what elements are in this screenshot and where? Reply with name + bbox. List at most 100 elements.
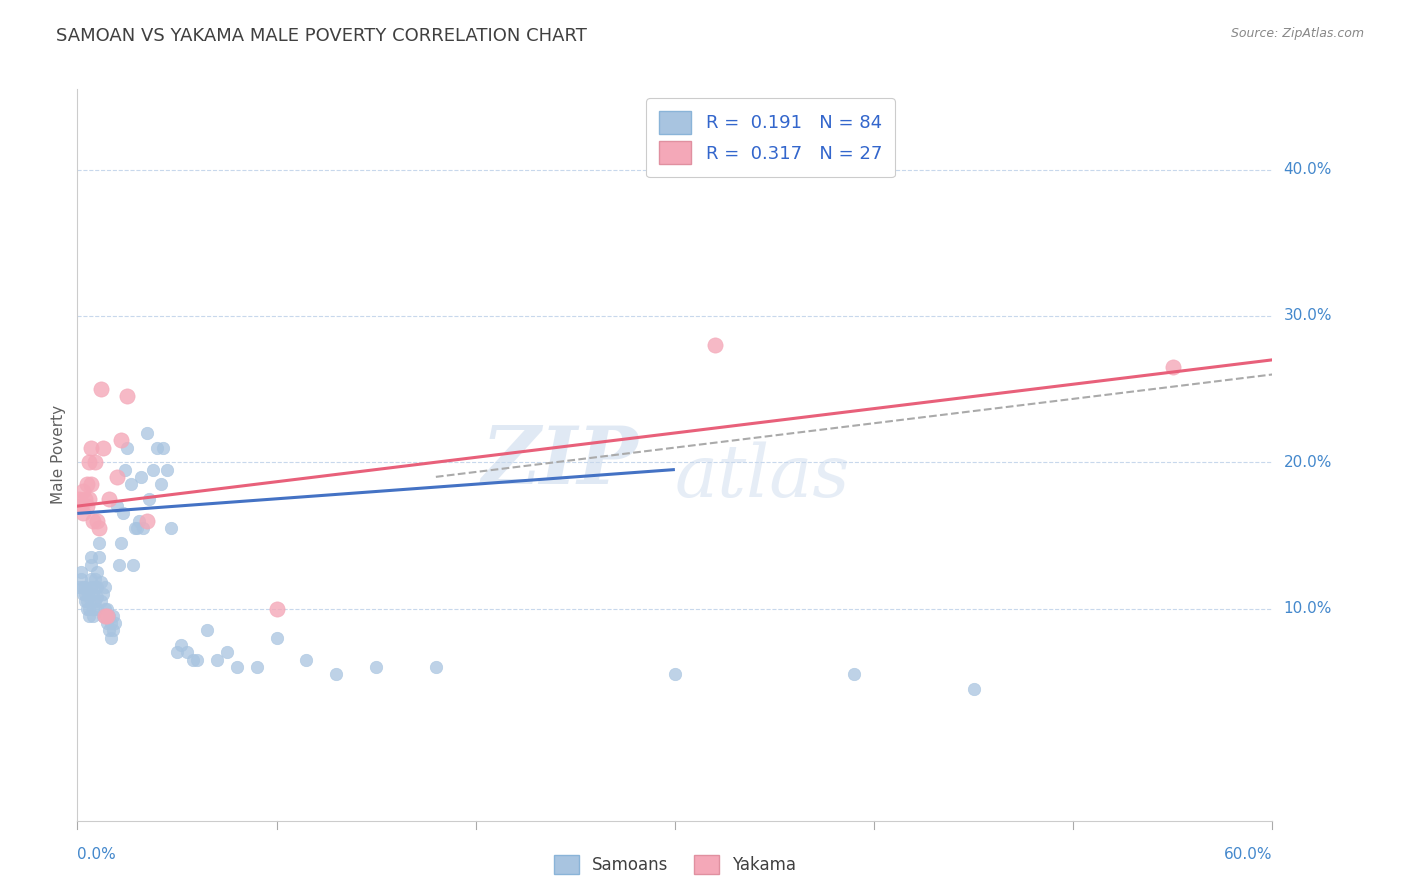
Point (91, 587, 114, 601)
Point (89, 550, 111, 565)
Point (225, 660, 247, 674)
Point (80, 550, 103, 565)
Point (132, 521, 155, 535)
Text: 60.0%: 60.0% (1225, 847, 1272, 862)
Point (79, 455, 101, 469)
Point (72, 507, 94, 521)
Point (84, 455, 107, 469)
Point (75, 580, 97, 594)
Point (195, 624, 218, 638)
Point (366, 660, 388, 674)
Point (120, 477, 142, 491)
Point (138, 491, 160, 506)
Point (76, 594, 98, 608)
Text: SAMOAN VS YAKAMA MALE POVERTY CORRELATION CHART: SAMOAN VS YAKAMA MALE POVERTY CORRELATIO… (56, 27, 588, 45)
Text: atlas: atlas (675, 442, 851, 512)
Point (128, 514, 150, 528)
Point (94, 580, 117, 594)
Point (75, 491, 97, 506)
Point (114, 462, 136, 476)
Point (96, 616, 118, 631)
Point (844, 667, 866, 681)
Point (84, 580, 107, 594)
Point (108, 558, 131, 572)
Legend: Samoans, Yakama: Samoans, Yakama (554, 855, 796, 874)
Point (100, 616, 122, 631)
Point (89, 535, 111, 549)
Point (86, 565, 108, 579)
Point (160, 521, 183, 535)
Point (166, 645, 188, 659)
Point (703, 338, 725, 352)
Point (124, 521, 146, 535)
Point (79, 601, 101, 615)
Point (91, 608, 114, 623)
Point (156, 462, 179, 476)
Point (72, 580, 94, 594)
Point (110, 434, 132, 448)
Point (80, 558, 103, 572)
Point (79, 491, 101, 506)
Point (94, 608, 117, 623)
Point (98, 624, 121, 638)
Point (70, 499, 93, 513)
Point (176, 645, 198, 659)
Point (86, 590, 108, 604)
Point (170, 638, 193, 652)
Point (181, 653, 204, 667)
Point (325, 667, 347, 681)
Point (425, 660, 447, 674)
Point (76, 499, 98, 513)
Point (90, 594, 112, 608)
Point (75, 594, 97, 608)
Point (82, 608, 104, 623)
Point (70, 572, 93, 586)
Point (150, 477, 173, 491)
Point (215, 645, 238, 659)
Point (80, 477, 103, 491)
Point (664, 667, 686, 681)
Point (90, 382, 112, 396)
Point (266, 601, 288, 615)
Point (67, 491, 90, 506)
Point (94, 601, 117, 615)
Text: Source: ZipAtlas.com: Source: ZipAtlas.com (1230, 27, 1364, 40)
Point (84, 572, 107, 586)
Point (75, 587, 97, 601)
Point (80, 441, 103, 455)
Point (82, 601, 104, 615)
Point (90, 575, 112, 590)
Point (79, 608, 101, 623)
Point (100, 631, 122, 645)
Point (142, 462, 165, 476)
Point (295, 653, 318, 667)
Text: 40.0%: 40.0% (1284, 162, 1331, 178)
Point (76, 601, 98, 615)
Point (115, 441, 138, 455)
Text: 20.0%: 20.0% (1284, 455, 1331, 470)
Point (96, 608, 118, 623)
Y-axis label: Male Poverty: Male Poverty (51, 405, 66, 505)
Point (266, 631, 288, 645)
Point (104, 616, 127, 631)
Point (80, 572, 103, 586)
Point (70, 565, 93, 579)
Point (67, 580, 90, 594)
Point (1161, 360, 1184, 375)
Point (79, 590, 101, 604)
Text: 30.0%: 30.0% (1284, 309, 1331, 324)
Point (82, 587, 104, 601)
Point (86, 580, 108, 594)
Point (98, 491, 121, 506)
Point (98, 608, 121, 623)
Point (110, 535, 132, 549)
Point (122, 558, 145, 572)
Point (76, 584, 98, 599)
Point (91, 441, 114, 455)
Point (72, 484, 94, 499)
Point (129, 470, 152, 484)
Point (105, 499, 128, 513)
Point (84, 594, 107, 608)
Point (115, 389, 138, 403)
Point (82, 514, 104, 528)
